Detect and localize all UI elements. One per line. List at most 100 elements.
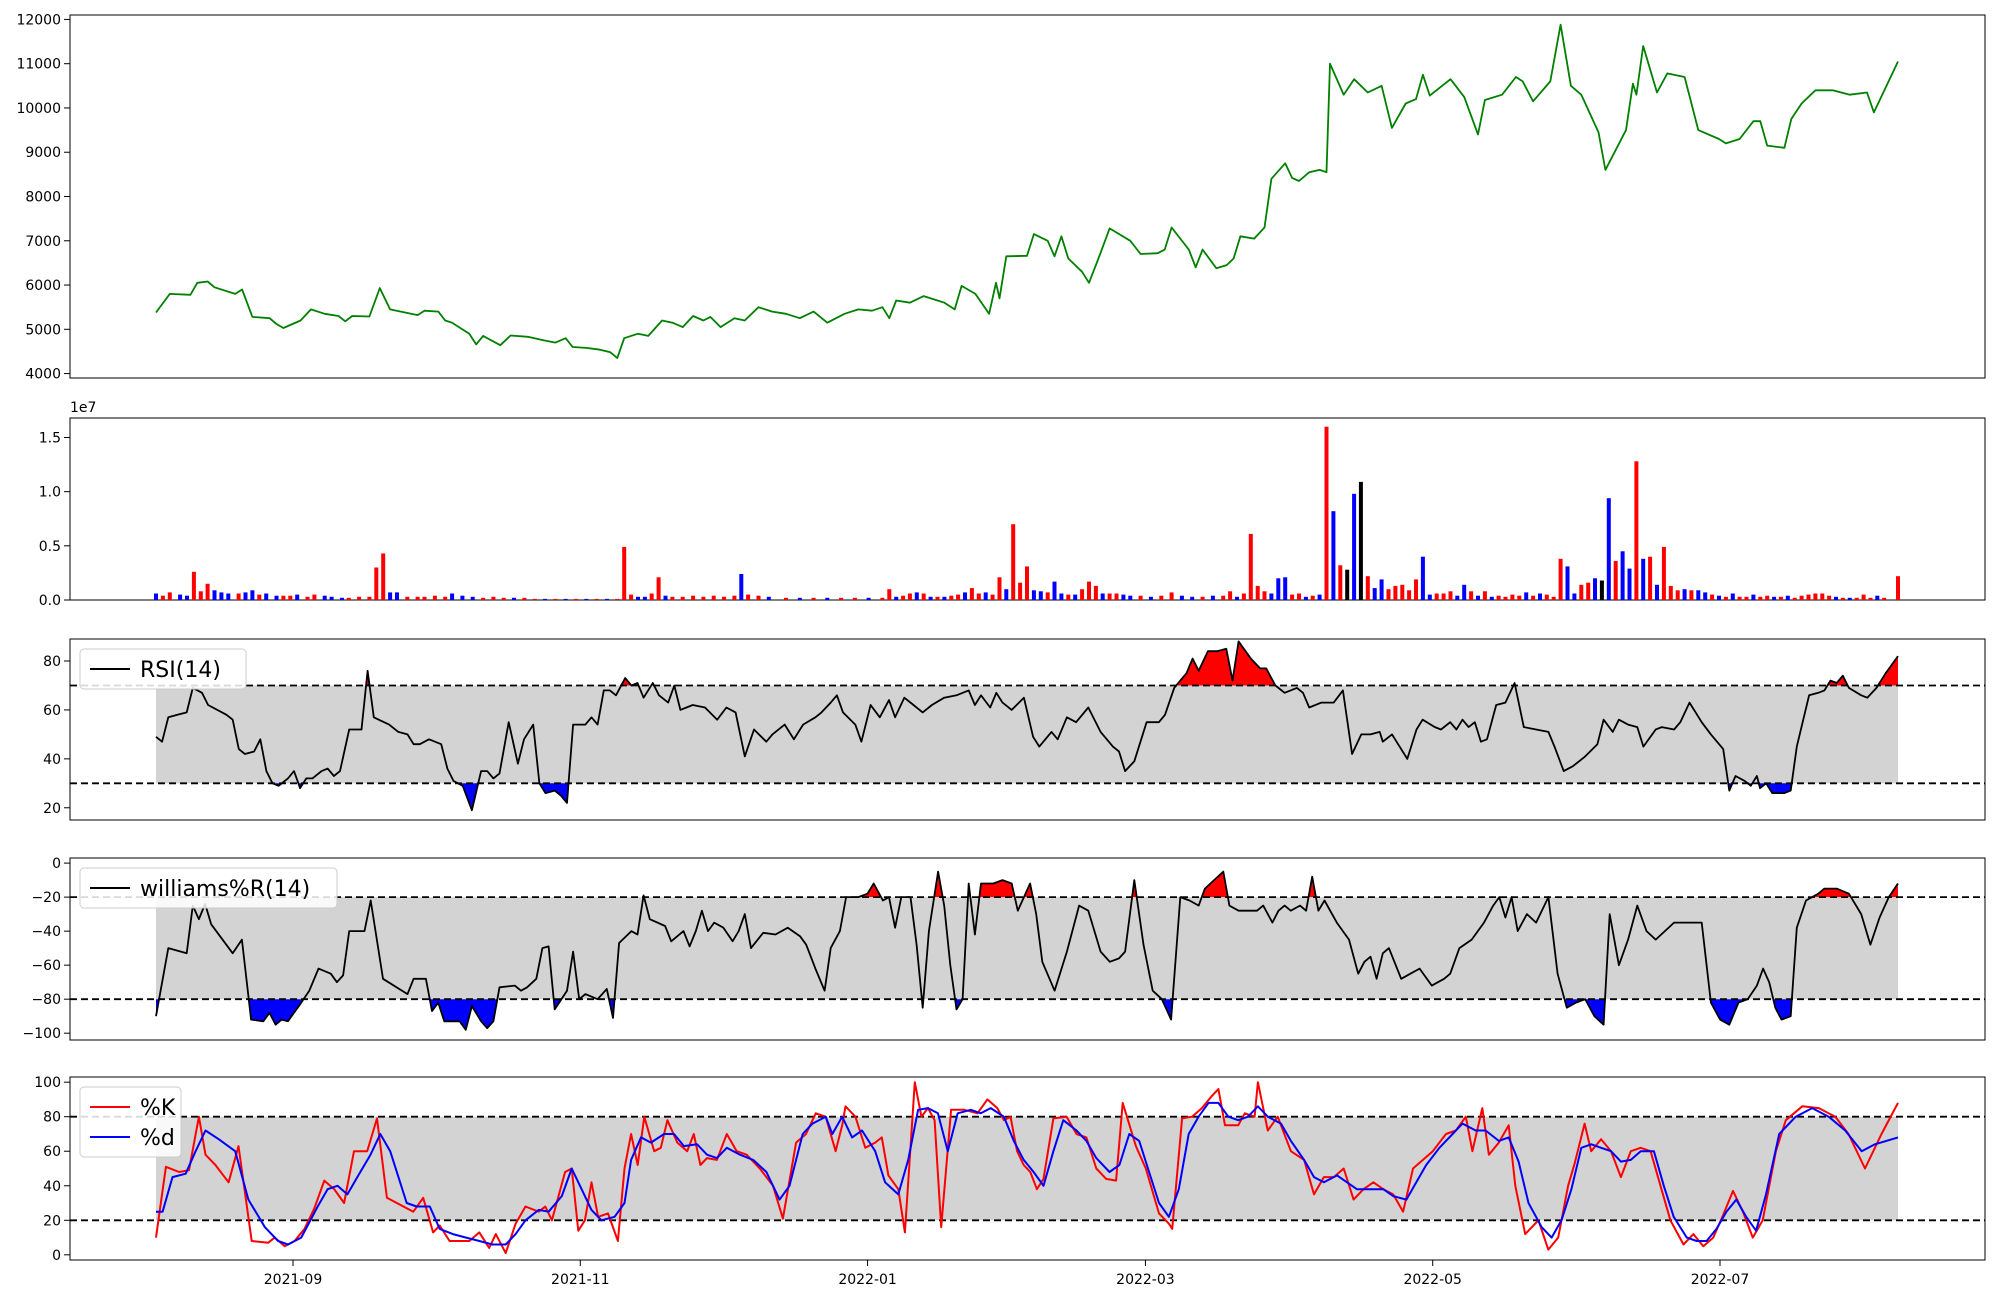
- volume-bar: [622, 546, 627, 600]
- rsi-overbought-fill: [1827, 675, 1848, 686]
- volume-bar: [295, 594, 300, 600]
- volume-bar: [1138, 595, 1143, 600]
- volume-bar: [154, 593, 158, 600]
- volume-bar: [1730, 593, 1735, 600]
- volume-bar: [1407, 590, 1412, 601]
- volume-bar: [1262, 591, 1267, 600]
- volume-bar: [1482, 591, 1487, 600]
- rsi-ytick-label: 60: [43, 703, 61, 719]
- rsi-legend: [79, 648, 247, 690]
- volume-bar: [1338, 565, 1343, 600]
- price-frame: [69, 14, 1986, 379]
- volume-bar: [942, 596, 947, 601]
- volume-bar: [629, 594, 634, 600]
- volume-bar: [1620, 551, 1625, 601]
- williams-oversold-fill: [429, 999, 498, 1030]
- volume-bar: [1372, 588, 1377, 600]
- price-ytick-label: 6000: [25, 278, 61, 294]
- volume-bar: [701, 596, 706, 601]
- volume-bar: [636, 596, 640, 601]
- stoch-ytick-label: 0: [52, 1248, 61, 1264]
- volume-bar: [250, 590, 255, 601]
- volume-bar: [178, 594, 183, 600]
- volume-bar: [887, 589, 892, 600]
- volume-bar: [329, 596, 334, 601]
- volume-bar: [1052, 581, 1057, 600]
- volume-offset-text: 1e7: [70, 400, 96, 416]
- volume-bar: [784, 597, 788, 600]
- volume-bar: [1128, 595, 1133, 600]
- volume-bar: [1210, 595, 1215, 600]
- volume-bar: [512, 597, 516, 600]
- rsi-ytick-label: 40: [43, 752, 61, 768]
- stoch-d-line: [156, 1101, 1899, 1246]
- x-tick-label: 2022-03: [1116, 1272, 1175, 1288]
- volume-bar: [1661, 546, 1666, 600]
- volume-bar: [746, 594, 751, 600]
- volume-bar: [1703, 592, 1708, 600]
- volume-bar: [811, 597, 816, 600]
- volume-bar: [460, 595, 465, 600]
- volume-bar: [1517, 595, 1522, 600]
- volume-bar: [1448, 591, 1453, 600]
- volume-bar: [825, 597, 830, 600]
- volume-bar: [711, 595, 716, 600]
- rsi-legend-label: RSI(14): [140, 658, 221, 683]
- volume-bar: [1551, 596, 1556, 601]
- volume-bar: [491, 596, 496, 601]
- volume-bar: [997, 577, 1002, 601]
- volume-bar: [1093, 585, 1098, 600]
- stoch-ytick-label: 100: [34, 1075, 61, 1091]
- williams-overbought-fill: [1201, 871, 1228, 898]
- volume-bar: [1100, 593, 1105, 600]
- rsi-neutral-band: [156, 685, 1898, 784]
- volume-bar: [1221, 595, 1226, 600]
- volume-bar: [432, 595, 437, 600]
- volume-bar: [680, 596, 685, 601]
- volume-bar: [1668, 585, 1673, 600]
- volume-bar: [1538, 593, 1542, 600]
- volume-bar: [1345, 569, 1350, 600]
- volume-bar: [1420, 556, 1425, 600]
- volume-bar: [1414, 579, 1418, 600]
- volume-bar: [1038, 591, 1043, 600]
- volume-bar: [963, 592, 967, 600]
- volume-bar: [732, 595, 737, 600]
- price-line: [155, 23, 1899, 360]
- volume-bar: [1696, 590, 1701, 601]
- price-ytick-label: 9000: [25, 145, 61, 161]
- volume-bar: [1462, 584, 1467, 600]
- volume-bar: [722, 596, 726, 601]
- volume-bar: [1882, 597, 1887, 600]
- volume-bar: [907, 593, 912, 600]
- volume-bar: [1627, 568, 1632, 600]
- volume-bar: [1799, 595, 1804, 600]
- volume-bar: [1331, 511, 1336, 600]
- volume-bar: [1283, 577, 1288, 601]
- volume-bar: [739, 574, 744, 600]
- volume-bar: [1641, 558, 1646, 600]
- volume-bar: [185, 595, 189, 600]
- volume-bar: [1310, 595, 1315, 600]
- williams-oversold-fill: [1585, 999, 1605, 1025]
- volume-bar: [1510, 594, 1515, 600]
- williams-oversold-fill: [1773, 999, 1792, 1020]
- volume-bar: [1785, 595, 1790, 600]
- volume-bar: [1073, 594, 1078, 600]
- price-ytick-label: 12000: [16, 12, 61, 28]
- volume-bar: [1358, 481, 1363, 600]
- volume-bar: [1045, 592, 1050, 600]
- price-ytick-label: 10000: [16, 101, 61, 117]
- volume-bar: [1778, 596, 1783, 601]
- volume-bar: [1599, 580, 1604, 600]
- volume-bar: [1792, 597, 1797, 600]
- volume-bar: [1228, 591, 1233, 600]
- volume-bar: [415, 596, 420, 601]
- volume-bar: [1489, 596, 1494, 601]
- volume-bar: [1004, 589, 1009, 600]
- volume-bar: [1868, 597, 1873, 600]
- volume-bar: [1235, 596, 1239, 601]
- volume-bar: [450, 593, 455, 600]
- volume-bar: [167, 592, 172, 600]
- volume-bar: [1114, 593, 1119, 600]
